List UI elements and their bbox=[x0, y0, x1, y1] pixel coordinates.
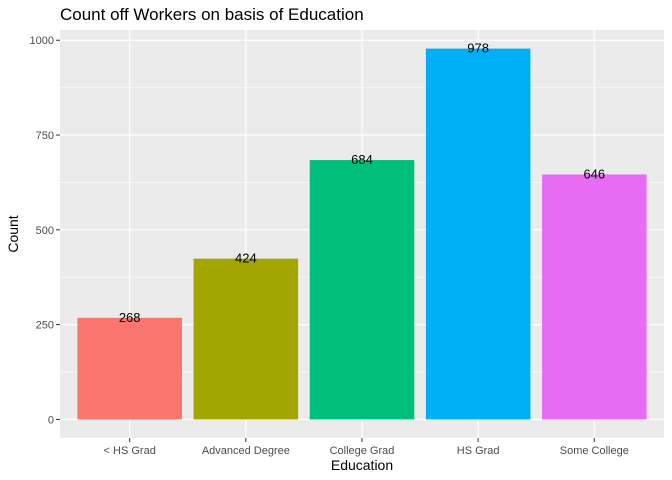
y-axis-title: Count bbox=[5, 215, 21, 252]
data-label: 978 bbox=[467, 41, 489, 56]
chart-title: Count off Workers on basis of Education bbox=[60, 5, 364, 24]
bar bbox=[77, 317, 182, 420]
y-tick-label: 250 bbox=[36, 320, 54, 332]
data-label: 268 bbox=[119, 310, 141, 325]
y-axis: 0 250 500 750 1000 bbox=[30, 35, 60, 426]
x-tick-label: < HS Grad bbox=[104, 445, 156, 457]
y-tick-label: 1000 bbox=[30, 35, 54, 47]
y-tick-label: 500 bbox=[36, 225, 54, 237]
data-label: 646 bbox=[583, 166, 605, 181]
x-tick-label: HS Grad bbox=[457, 445, 500, 457]
x-tick-label: Advanced Degree bbox=[202, 445, 290, 457]
y-tick-label: 750 bbox=[36, 130, 54, 142]
bar bbox=[309, 160, 415, 420]
data-label: 684 bbox=[351, 152, 373, 167]
x-axis-title: Education bbox=[331, 457, 393, 473]
bar bbox=[425, 48, 531, 420]
y-tick-label: 0 bbox=[48, 414, 54, 426]
x-tick-label: Some College bbox=[560, 445, 629, 457]
x-tick-label: College Grad bbox=[330, 445, 395, 457]
x-axis: < HS Grad Advanced Degree College Grad HS G… bbox=[104, 438, 629, 457]
bars bbox=[77, 48, 647, 420]
data-label: 424 bbox=[235, 251, 257, 266]
bar bbox=[193, 258, 299, 420]
bar bbox=[542, 174, 647, 420]
data-labels: 268 424 684 978 646 bbox=[119, 41, 605, 325]
